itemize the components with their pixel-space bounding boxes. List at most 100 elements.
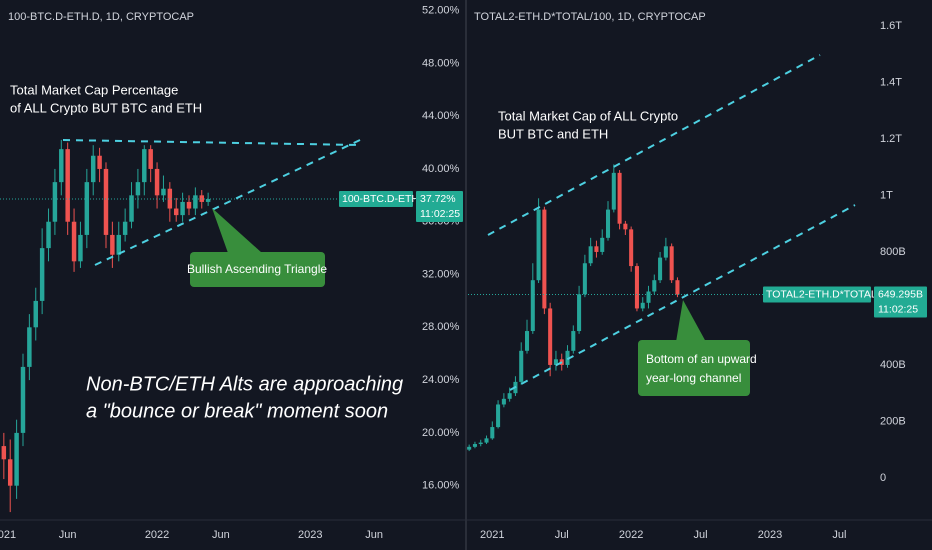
candle-body [675,280,680,295]
trend-line [487,54,821,236]
y-tick-label: 16.00% [422,480,460,492]
candle-body [103,168,109,235]
candle-body [611,172,616,210]
candle-body [588,246,593,264]
candle-body [71,221,77,262]
chart-title: 100-BTC.D-ETH.D, 1D, CRYPTOCAP [8,11,194,23]
candle-body [605,209,611,238]
candle-body [129,195,134,222]
candle-body [484,438,489,443]
candle-body [135,182,141,196]
y-tick-label: 200B [880,415,906,427]
candle-body [97,155,102,169]
note: Total Market Cap Percentage [10,82,178,97]
candle-body [646,291,651,303]
candle-body [553,359,558,365]
callout-text: year-long channel [646,371,741,385]
candle-body [634,266,639,309]
candle-body [84,182,90,235]
candle-body [501,398,506,405]
candle-body [577,294,582,332]
candle-body [52,182,58,222]
candle-body [39,248,45,301]
candle-body [542,209,547,309]
candle-body [161,188,166,196]
callout-pointer [676,300,706,342]
headline: a "bounce or break" moment soon [86,400,388,422]
last-price-label: 37.72% [420,193,456,205]
candle-body [496,404,501,428]
candle-body [14,432,19,486]
symbol-label: TOTAL2-ETH.D*TOTAL/100 [766,288,897,300]
trend-line [94,139,361,266]
x-tick-label: Jun [212,529,230,541]
x-tick-label: Jul [832,529,846,541]
x-tick-label: 2021 [480,529,504,541]
candle-body [536,209,541,281]
last-price-box [874,286,927,318]
candle-body [180,201,185,216]
symbol-label-box [339,191,413,208]
candle-body [148,149,153,169]
candle-body [524,331,530,351]
countdown: 11:02:25 [420,208,460,220]
y-tick-label: 1T [880,189,893,201]
candle-body [142,149,147,183]
candle-body [530,280,535,332]
y-tick-label: 52.00% [422,4,460,16]
y-tick-label: 1.2T [880,133,902,145]
candle-body [507,393,512,399]
symbol-label: 100-BTC.D-ETH.D [342,193,430,205]
candle-body [173,208,179,216]
candle-body [548,308,553,365]
candle-body [122,221,128,235]
candle-body [571,331,576,351]
x-tick-label: Jun [365,529,383,541]
y-tick-label: 24.00% [422,374,460,386]
candle-body [658,257,663,281]
candle-body [7,459,13,486]
note: BUT BTC and ETH [498,126,608,141]
x-tick-label: Jul [555,529,569,541]
headline: Non-BTC/ETH Alts are approaching [86,373,403,395]
candle-body [20,366,26,433]
candle-body [33,300,38,328]
callout-text: Bottom of an upward [646,352,757,366]
y-tick-label: 28.00% [422,321,460,333]
candle-body [623,223,628,230]
last-price-label: 649.295B [878,288,923,300]
price-labels: 100-BTC.D-ETH.D37.72% 11:02:25 TOTAL2-ETH.… [339,191,927,318]
candle-body [565,350,570,365]
candle-body [27,327,32,367]
candle-body [582,263,587,295]
countdown: 11:02:25 [878,303,918,315]
candle-body [154,168,160,196]
y-tick-label: 1.4T [880,76,902,88]
candle-body [467,446,472,450]
y-tick-label: 44.00% [422,110,460,122]
chart-title: TOTAL2-ETH.D*TOTAL/100, 1D, CRYPTOCAP [474,11,706,23]
candle-body [617,172,622,224]
callout-box [638,340,750,396]
candle-body [519,350,524,382]
symbol-label-box [763,286,871,303]
candle-body [472,444,477,447]
candle-body [594,246,599,252]
candle-body [600,237,605,252]
candle-body [1,446,7,460]
candle-body [90,155,96,183]
y-tick-label: 800B [880,246,906,258]
y-tick-label: 32.00% [422,268,460,280]
trend-line [509,204,856,391]
candle-body [652,280,657,292]
trend-line [62,139,361,146]
x-tick-label: Jul [694,529,708,541]
candle-body [629,229,634,267]
y-tick-label: 1.6T [880,20,902,32]
y-tick-label: 20.00% [422,427,460,439]
note: Total Market Cap of ALL Crypto [498,108,678,123]
y-tick-label: 48.00% [422,57,460,69]
candle-body [193,195,198,209]
candle-body [205,199,211,202]
